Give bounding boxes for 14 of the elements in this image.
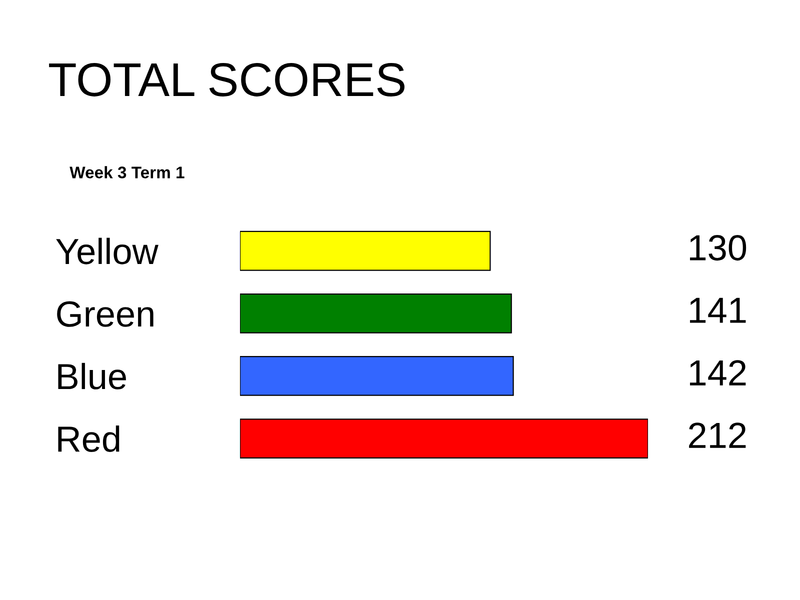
chart-title: TOTAL SCORES [49,63,404,96]
bar [240,418,648,458]
bar [240,230,491,271]
chart-subtitle: Week 3 Term 1 [70,166,184,178]
y-tick-label: Yellow [56,238,158,264]
y-tick-label: Blue [58,362,126,390]
bar [240,293,512,334]
y-tick-label: Red [58,425,120,452]
data-label: 141 [690,298,746,323]
data-label: 212 [689,422,746,448]
y-tick-label: Green [57,301,154,327]
bar [240,356,514,396]
data-label: 130 [690,234,746,261]
data-label: 142 [690,360,746,386]
